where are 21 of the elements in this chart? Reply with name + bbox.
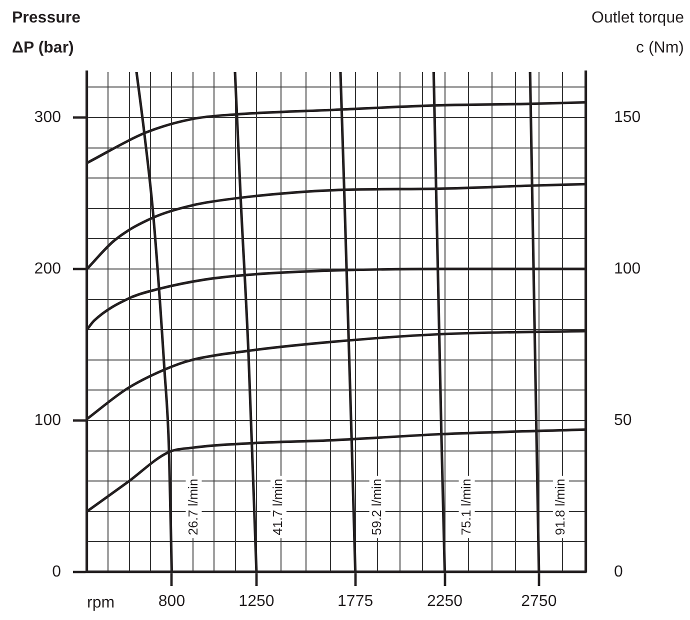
y2-tick-label: 0 xyxy=(614,563,623,580)
y2-tick-label: 50 xyxy=(614,412,632,429)
text: 41.7 l/min xyxy=(270,478,286,536)
x-tick-label: 1250 xyxy=(238,593,274,610)
x-tick-label: 2750 xyxy=(521,593,557,610)
y-tick-label: 200 xyxy=(34,260,62,278)
y-tick-label: 100 xyxy=(34,412,62,429)
y2-axis-title: Outlet torque c (Nm) xyxy=(592,9,684,56)
text: 91.8 l/min xyxy=(552,478,568,536)
y2-tick-label: 100 xyxy=(614,260,641,278)
x-tick-label: 800 xyxy=(158,593,186,610)
text: 26.7 l/min xyxy=(185,478,200,536)
y-axis-title: Pressure ΔP (bar) xyxy=(12,9,81,56)
x-tick-label: 1775 xyxy=(338,593,374,610)
x-axis-title: rpm xyxy=(87,594,115,612)
y-tick-label: 300 xyxy=(34,108,62,126)
y2-tick-label: 150 xyxy=(614,108,641,126)
text: 75.1 l/min xyxy=(458,478,474,536)
x-tick-label: 2250 xyxy=(426,593,463,610)
y-tick-label: 0 xyxy=(52,563,62,580)
text: 59.2 l/min xyxy=(368,478,384,536)
